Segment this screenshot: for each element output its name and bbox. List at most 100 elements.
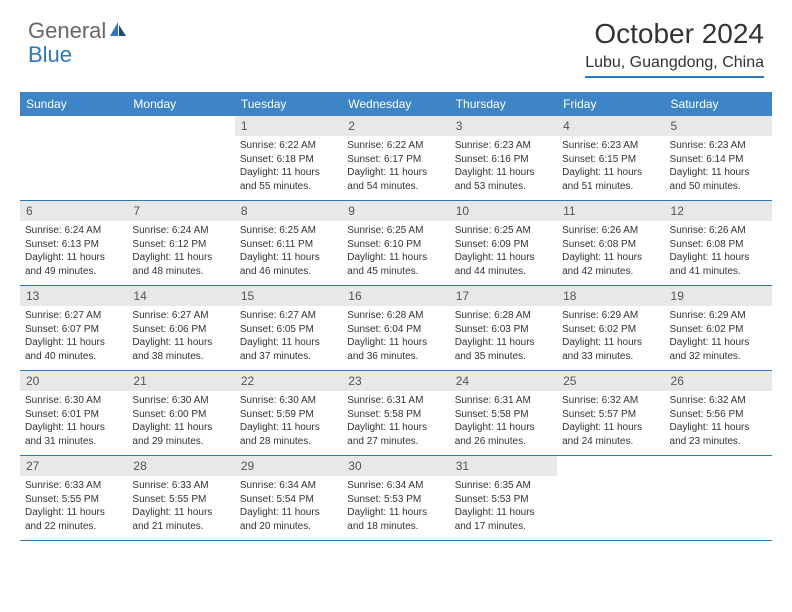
day-cell: 4Sunrise: 6:23 AMSunset: 6:15 PMDaylight… — [557, 116, 664, 200]
day-body: Sunrise: 6:31 AMSunset: 5:58 PMDaylight:… — [450, 391, 557, 453]
logo-sail-icon — [108, 20, 128, 38]
day-number: 3 — [450, 116, 557, 136]
day-body: Sunrise: 6:35 AMSunset: 5:53 PMDaylight:… — [450, 476, 557, 538]
day-cell: 1Sunrise: 6:22 AMSunset: 6:18 PMDaylight… — [235, 116, 342, 200]
day-cell: 13Sunrise: 6:27 AMSunset: 6:07 PMDayligh… — [20, 286, 127, 370]
day-header: Monday — [127, 92, 234, 116]
day-body: Sunrise: 6:25 AMSunset: 6:09 PMDaylight:… — [450, 221, 557, 283]
location: Lubu, Guangdong, China — [585, 54, 764, 78]
day-body: Sunrise: 6:27 AMSunset: 6:07 PMDaylight:… — [20, 306, 127, 368]
logo-line2: Blue — [28, 42, 72, 68]
day-cell: 12Sunrise: 6:26 AMSunset: 6:08 PMDayligh… — [665, 201, 772, 285]
week-row: 27Sunrise: 6:33 AMSunset: 5:55 PMDayligh… — [20, 456, 772, 541]
day-number: 7 — [127, 201, 234, 221]
day-body: Sunrise: 6:28 AMSunset: 6:04 PMDaylight:… — [342, 306, 449, 368]
day-body: Sunrise: 6:34 AMSunset: 5:54 PMDaylight:… — [235, 476, 342, 538]
day-cell: 16Sunrise: 6:28 AMSunset: 6:04 PMDayligh… — [342, 286, 449, 370]
day-body: Sunrise: 6:22 AMSunset: 6:17 PMDaylight:… — [342, 136, 449, 198]
day-body: Sunrise: 6:26 AMSunset: 6:08 PMDaylight:… — [557, 221, 664, 283]
day-cell: 9Sunrise: 6:25 AMSunset: 6:10 PMDaylight… — [342, 201, 449, 285]
day-cell: 8Sunrise: 6:25 AMSunset: 6:11 PMDaylight… — [235, 201, 342, 285]
day-body: Sunrise: 6:25 AMSunset: 6:11 PMDaylight:… — [235, 221, 342, 283]
day-number — [557, 456, 664, 476]
day-number: 2 — [342, 116, 449, 136]
day-number: 20 — [20, 371, 127, 391]
day-cell: 15Sunrise: 6:27 AMSunset: 6:05 PMDayligh… — [235, 286, 342, 370]
day-body: Sunrise: 6:32 AMSunset: 5:57 PMDaylight:… — [557, 391, 664, 453]
day-number: 29 — [235, 456, 342, 476]
day-body: Sunrise: 6:24 AMSunset: 6:12 PMDaylight:… — [127, 221, 234, 283]
day-number: 6 — [20, 201, 127, 221]
day-cell: 22Sunrise: 6:30 AMSunset: 5:59 PMDayligh… — [235, 371, 342, 455]
day-cell — [557, 456, 664, 540]
day-number: 1 — [235, 116, 342, 136]
day-cell: 18Sunrise: 6:29 AMSunset: 6:02 PMDayligh… — [557, 286, 664, 370]
day-number: 15 — [235, 286, 342, 306]
day-body: Sunrise: 6:27 AMSunset: 6:06 PMDaylight:… — [127, 306, 234, 368]
day-body: Sunrise: 6:29 AMSunset: 6:02 PMDaylight:… — [665, 306, 772, 368]
day-body: Sunrise: 6:33 AMSunset: 5:55 PMDaylight:… — [127, 476, 234, 538]
month-title: October 2024 — [585, 18, 764, 50]
day-body: Sunrise: 6:32 AMSunset: 5:56 PMDaylight:… — [665, 391, 772, 453]
day-body: Sunrise: 6:34 AMSunset: 5:53 PMDaylight:… — [342, 476, 449, 538]
day-cell: 27Sunrise: 6:33 AMSunset: 5:55 PMDayligh… — [20, 456, 127, 540]
week-row: 13Sunrise: 6:27 AMSunset: 6:07 PMDayligh… — [20, 286, 772, 371]
day-header: Tuesday — [235, 92, 342, 116]
week-row: 20Sunrise: 6:30 AMSunset: 6:01 PMDayligh… — [20, 371, 772, 456]
day-number: 10 — [450, 201, 557, 221]
day-number: 5 — [665, 116, 772, 136]
day-cell: 10Sunrise: 6:25 AMSunset: 6:09 PMDayligh… — [450, 201, 557, 285]
day-number: 30 — [342, 456, 449, 476]
day-number: 17 — [450, 286, 557, 306]
day-body: Sunrise: 6:30 AMSunset: 6:01 PMDaylight:… — [20, 391, 127, 453]
day-number: 19 — [665, 286, 772, 306]
day-cell: 24Sunrise: 6:31 AMSunset: 5:58 PMDayligh… — [450, 371, 557, 455]
day-number: 22 — [235, 371, 342, 391]
day-number: 25 — [557, 371, 664, 391]
day-body: Sunrise: 6:33 AMSunset: 5:55 PMDaylight:… — [20, 476, 127, 538]
day-cell: 25Sunrise: 6:32 AMSunset: 5:57 PMDayligh… — [557, 371, 664, 455]
day-number: 11 — [557, 201, 664, 221]
day-number: 13 — [20, 286, 127, 306]
day-cell — [665, 456, 772, 540]
day-cell: 7Sunrise: 6:24 AMSunset: 6:12 PMDaylight… — [127, 201, 234, 285]
day-number: 14 — [127, 286, 234, 306]
day-cell: 21Sunrise: 6:30 AMSunset: 6:00 PMDayligh… — [127, 371, 234, 455]
day-body — [20, 136, 127, 144]
day-cell: 2Sunrise: 6:22 AMSunset: 6:17 PMDaylight… — [342, 116, 449, 200]
day-number: 16 — [342, 286, 449, 306]
day-cell — [20, 116, 127, 200]
day-header: Sunday — [20, 92, 127, 116]
day-number — [127, 116, 234, 136]
title-block: October 2024 Lubu, Guangdong, China — [585, 18, 764, 78]
day-cell: 23Sunrise: 6:31 AMSunset: 5:58 PMDayligh… — [342, 371, 449, 455]
weeks-container: 1Sunrise: 6:22 AMSunset: 6:18 PMDaylight… — [20, 116, 772, 541]
day-cell: 29Sunrise: 6:34 AMSunset: 5:54 PMDayligh… — [235, 456, 342, 540]
day-cell: 17Sunrise: 6:28 AMSunset: 6:03 PMDayligh… — [450, 286, 557, 370]
day-body: Sunrise: 6:26 AMSunset: 6:08 PMDaylight:… — [665, 221, 772, 283]
day-number: 9 — [342, 201, 449, 221]
day-body — [665, 476, 772, 484]
day-headers-row: SundayMondayTuesdayWednesdayThursdayFrid… — [20, 92, 772, 116]
day-number: 24 — [450, 371, 557, 391]
week-row: 1Sunrise: 6:22 AMSunset: 6:18 PMDaylight… — [20, 116, 772, 201]
logo: General — [28, 18, 128, 44]
day-number: 27 — [20, 456, 127, 476]
day-cell: 11Sunrise: 6:26 AMSunset: 6:08 PMDayligh… — [557, 201, 664, 285]
day-cell: 6Sunrise: 6:24 AMSunset: 6:13 PMDaylight… — [20, 201, 127, 285]
day-cell: 26Sunrise: 6:32 AMSunset: 5:56 PMDayligh… — [665, 371, 772, 455]
day-body: Sunrise: 6:28 AMSunset: 6:03 PMDaylight:… — [450, 306, 557, 368]
calendar: SundayMondayTuesdayWednesdayThursdayFrid… — [20, 92, 772, 541]
day-body: Sunrise: 6:23 AMSunset: 6:16 PMDaylight:… — [450, 136, 557, 198]
day-number: 8 — [235, 201, 342, 221]
day-number: 28 — [127, 456, 234, 476]
day-number: 23 — [342, 371, 449, 391]
day-cell: 19Sunrise: 6:29 AMSunset: 6:02 PMDayligh… — [665, 286, 772, 370]
day-cell: 31Sunrise: 6:35 AMSunset: 5:53 PMDayligh… — [450, 456, 557, 540]
day-body: Sunrise: 6:23 AMSunset: 6:14 PMDaylight:… — [665, 136, 772, 198]
day-body: Sunrise: 6:23 AMSunset: 6:15 PMDaylight:… — [557, 136, 664, 198]
day-number — [20, 116, 127, 136]
day-body: Sunrise: 6:30 AMSunset: 6:00 PMDaylight:… — [127, 391, 234, 453]
day-cell: 28Sunrise: 6:33 AMSunset: 5:55 PMDayligh… — [127, 456, 234, 540]
day-body — [127, 136, 234, 144]
